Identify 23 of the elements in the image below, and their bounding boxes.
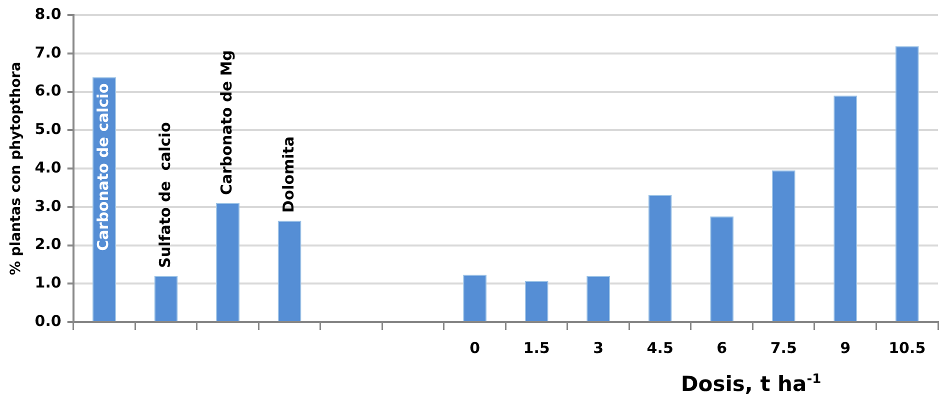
x-tick-label: 7.5 (770, 338, 797, 357)
y-tick-label: 2.0 (34, 235, 62, 254)
y-axis-title: % plantas con phytopthora (8, 62, 24, 276)
x-tick-label: 9 (840, 338, 851, 357)
y-tick-label: 6.0 (34, 82, 62, 100)
annotation: Dolomita (279, 136, 298, 213)
annotation: Carbonato de calcio (94, 83, 112, 251)
y-tick-label: 4.0 (34, 158, 62, 176)
y-tick-label: 1.0 (34, 274, 62, 292)
x-tick-label: 4.5 (646, 338, 674, 357)
x-tick-label: 6 (716, 338, 728, 357)
x-tick-label: 0 (470, 338, 480, 357)
y-tick-label: 8.0 (34, 4, 62, 23)
annotation: Carbonato de Mg (218, 50, 236, 196)
x-tick-label: 3 (593, 338, 604, 357)
y-tick-label: 7.0 (34, 43, 62, 62)
annotation: Sulfato de calcio (156, 122, 174, 268)
y-tick-label: 5.0 (34, 120, 62, 138)
x-tick-label: 1.5 (523, 338, 550, 357)
y-tick-label: 3.0 (34, 196, 62, 215)
x-axis-title: Dosis, t ha$^{-1}$ (680, 372, 822, 396)
y-tick-label: 0.0 (34, 312, 62, 330)
x-tick-label: 10.5 (888, 338, 926, 357)
